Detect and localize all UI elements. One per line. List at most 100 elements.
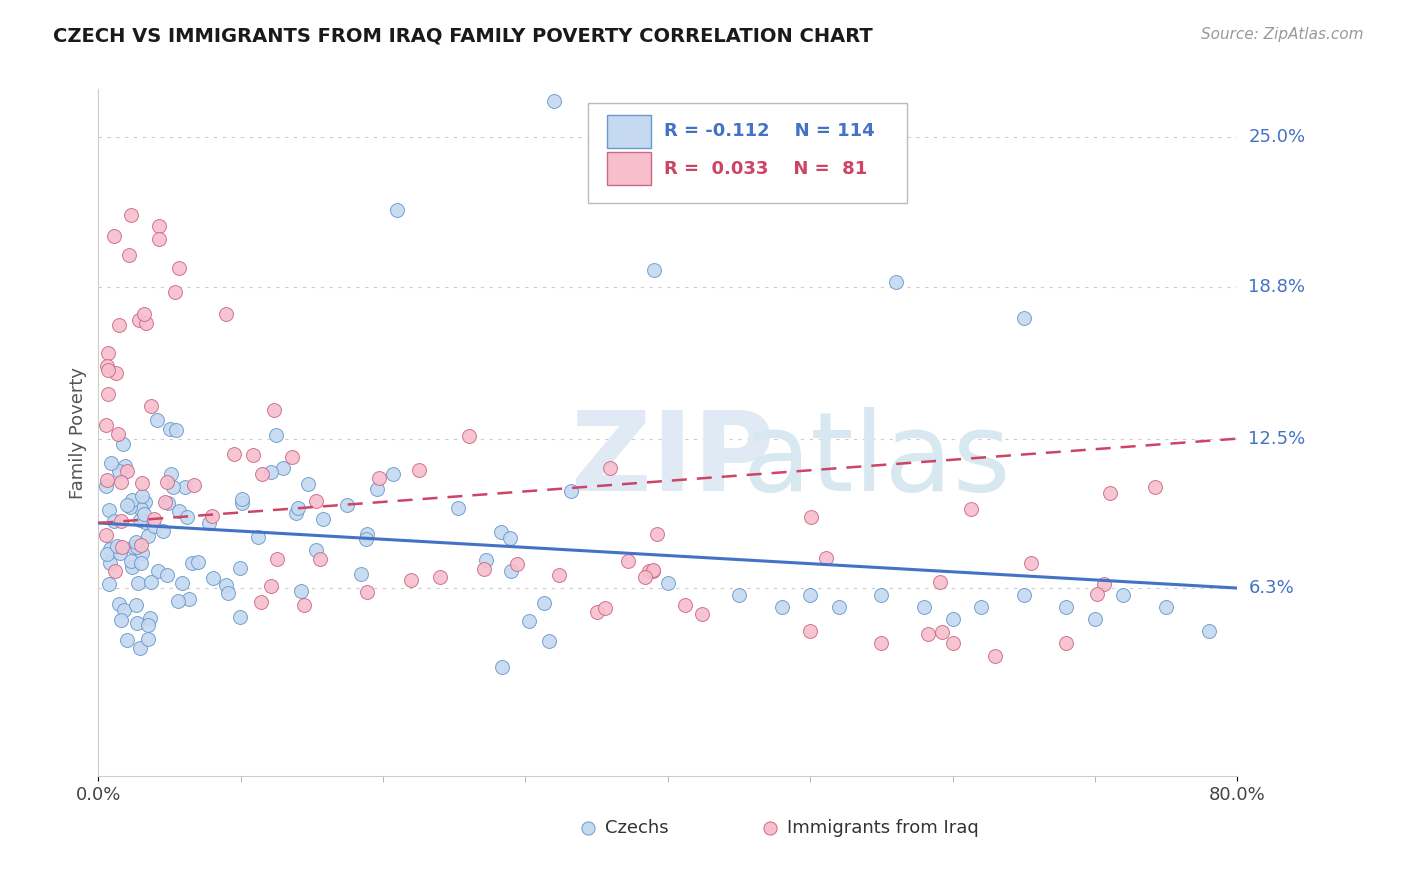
Point bbox=[128, 313, 150, 327]
Point bbox=[799, 624, 821, 639]
Point bbox=[97, 577, 120, 591]
Text: 25.0%: 25.0% bbox=[1249, 128, 1306, 146]
Point bbox=[97, 387, 120, 401]
Point bbox=[336, 498, 359, 512]
Point bbox=[312, 512, 335, 526]
Point bbox=[138, 611, 160, 625]
Point bbox=[155, 568, 177, 582]
Text: 12.5%: 12.5% bbox=[1249, 430, 1306, 448]
Point bbox=[942, 636, 965, 650]
Point bbox=[160, 467, 183, 481]
Point bbox=[128, 513, 150, 527]
Point bbox=[1012, 588, 1035, 602]
FancyBboxPatch shape bbox=[607, 114, 651, 147]
Point bbox=[229, 610, 252, 624]
Point bbox=[94, 417, 117, 432]
Point bbox=[143, 512, 166, 526]
Point bbox=[231, 496, 253, 510]
Point bbox=[1084, 612, 1107, 626]
Point bbox=[121, 560, 143, 574]
Point bbox=[94, 528, 117, 542]
Point bbox=[617, 554, 640, 568]
Point bbox=[447, 501, 470, 516]
Point bbox=[159, 422, 181, 436]
Point bbox=[884, 275, 907, 289]
Point bbox=[917, 627, 939, 641]
Point bbox=[770, 600, 793, 615]
Text: Immigrants from Iraq: Immigrants from Iraq bbox=[787, 819, 979, 837]
Text: R = -0.112    N = 114: R = -0.112 N = 114 bbox=[665, 122, 875, 140]
Point bbox=[129, 556, 152, 570]
Point bbox=[408, 463, 430, 477]
Point bbox=[114, 458, 136, 473]
Point bbox=[305, 543, 328, 558]
Point bbox=[250, 467, 273, 482]
Point bbox=[152, 524, 174, 539]
Point bbox=[167, 594, 190, 608]
Point bbox=[132, 507, 155, 521]
Point bbox=[136, 632, 159, 647]
Point bbox=[499, 531, 522, 545]
Text: 6.3%: 6.3% bbox=[1249, 579, 1294, 597]
Text: ZIP: ZIP bbox=[571, 407, 775, 514]
Point bbox=[501, 565, 523, 579]
Point bbox=[800, 510, 823, 524]
Point bbox=[870, 588, 893, 602]
Point bbox=[537, 633, 560, 648]
Point bbox=[799, 588, 821, 602]
Point bbox=[1085, 587, 1108, 601]
Point bbox=[183, 478, 205, 492]
Point bbox=[266, 551, 288, 566]
Point bbox=[1198, 624, 1220, 639]
Point bbox=[242, 448, 264, 462]
Point bbox=[586, 605, 609, 619]
Point bbox=[148, 219, 170, 233]
Point bbox=[928, 575, 950, 590]
Point bbox=[1092, 576, 1115, 591]
Point bbox=[153, 495, 176, 509]
Point bbox=[641, 563, 664, 577]
Point bbox=[1098, 486, 1121, 500]
Point bbox=[870, 636, 893, 650]
Point bbox=[115, 498, 138, 512]
Point bbox=[167, 504, 190, 518]
Point bbox=[115, 633, 138, 648]
Point bbox=[214, 578, 236, 592]
Point bbox=[599, 461, 621, 475]
Point bbox=[960, 501, 983, 516]
Point bbox=[506, 558, 529, 572]
Point bbox=[103, 514, 125, 528]
Point bbox=[366, 482, 388, 496]
Point bbox=[163, 285, 186, 299]
Point bbox=[136, 618, 159, 632]
Point bbox=[131, 489, 153, 503]
Point bbox=[401, 574, 423, 588]
Point bbox=[120, 208, 142, 222]
Point bbox=[115, 464, 138, 478]
Point bbox=[356, 527, 378, 541]
Point bbox=[118, 248, 141, 262]
Point bbox=[172, 576, 194, 591]
Point bbox=[657, 576, 679, 591]
Point bbox=[173, 479, 195, 493]
Point bbox=[287, 500, 309, 515]
Point bbox=[162, 480, 184, 494]
Point bbox=[121, 493, 143, 508]
Point bbox=[121, 541, 143, 555]
Point bbox=[98, 503, 121, 517]
Text: 18.8%: 18.8% bbox=[1249, 277, 1305, 296]
Point bbox=[139, 399, 162, 413]
Point bbox=[387, 202, 409, 217]
Point bbox=[645, 526, 668, 541]
Point bbox=[250, 594, 273, 608]
Point bbox=[942, 612, 965, 626]
Point bbox=[201, 570, 224, 584]
Point bbox=[263, 403, 285, 417]
Point bbox=[108, 597, 131, 611]
Point bbox=[217, 586, 239, 600]
Point bbox=[350, 567, 373, 582]
Point bbox=[533, 596, 555, 610]
Point bbox=[96, 547, 118, 561]
Point bbox=[475, 552, 498, 566]
Point bbox=[260, 466, 283, 480]
